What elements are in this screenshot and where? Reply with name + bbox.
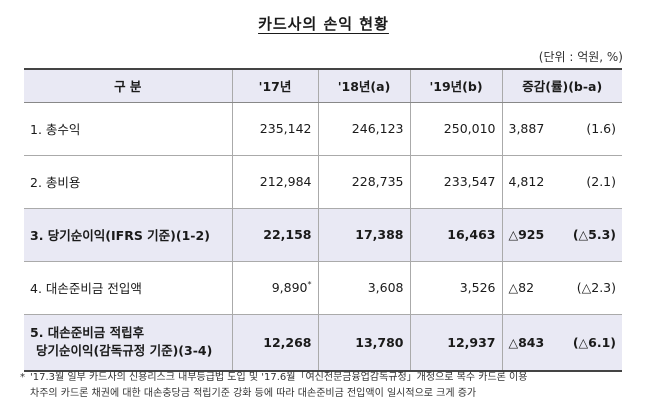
cell-2017: 12,268: [231, 314, 318, 372]
cell-2018: 246,123: [317, 102, 410, 156]
row-label-line2: 당기순이익(감독규정 기준)(3-4): [36, 343, 213, 359]
header-2017: '17년: [231, 68, 318, 103]
footnote: * '17.3월 일부 카드사의 신용리스크 내부등급법 도입 및 '17.6월…: [20, 370, 630, 402]
change-value: 4,812: [508, 174, 545, 189]
cell-2019: 16,463: [409, 208, 502, 262]
change-rate: (1.6): [586, 121, 616, 136]
cell-2018: 3,608: [317, 261, 410, 315]
footnote-marker: *: [307, 279, 312, 289]
table-row-highlight: 3. 당기순이익(IFRS 기준)(1-2) 22,158 17,388 16,…: [24, 208, 622, 262]
cell-2018: 13,780: [317, 314, 410, 372]
header-change: 증감(률)(b-a): [501, 68, 622, 103]
footnote-line1: '17.3월 일부 카드사의 신용리스크 내부등급법 도입 및 '17.6월「여…: [30, 372, 528, 383]
change-value: △82: [508, 280, 535, 295]
change-value: △843: [508, 334, 545, 350]
cell-2019: 12,937: [409, 314, 502, 372]
cell-2017: 9,890*: [231, 261, 318, 315]
unit-label: (단위 : 억원, %): [538, 50, 623, 64]
table-row-highlight: 5. 대손준비금 적립후 당기순이익(감독규정 기준)(3-4) 12,268 …: [24, 314, 622, 372]
cell-2019: 3,526: [409, 261, 502, 315]
header-2018: '18년(a): [317, 68, 410, 103]
change-value: △925: [508, 227, 545, 242]
change-rate: (2.1): [586, 174, 616, 189]
cell-change: 3,887 (1.6): [501, 102, 622, 156]
cell-2018: 17,388: [317, 208, 410, 262]
row-label-line1: 5. 대손준비금 적립후: [30, 325, 145, 341]
row-label: 2. 총비용: [24, 155, 232, 209]
footnote-mark: *: [20, 372, 25, 383]
header-2019: '19년(b): [409, 68, 502, 103]
footnote-line2: 차주의 카드론 채권에 대한 대손충당금 적립기준 강화 등에 따라 대손준비금…: [30, 388, 477, 399]
report-title: 카드사의 손익 현황: [258, 15, 389, 33]
cell-2019: 233,547: [409, 155, 502, 209]
report-title-wrap: 카드사의 손익 현황: [0, 13, 647, 34]
cell-2018: 228,735: [317, 155, 410, 209]
cell-change: △925 (△5.3): [501, 208, 622, 262]
cell-2019: 250,010: [409, 102, 502, 156]
change-value: 3,887: [508, 121, 545, 136]
cell-2017: 22,158: [231, 208, 318, 262]
table-row: 4. 대손준비금 전입액 9,890* 3,608 3,526 △82 (△2.3…: [24, 261, 622, 315]
table-row: 1. 총수익 235,142 246,123 250,010 3,887 (1.6…: [24, 102, 622, 156]
row-label: 4. 대손준비금 전입액: [24, 261, 232, 315]
cell-2017: 235,142: [231, 102, 318, 156]
change-rate: (△5.3): [572, 227, 616, 242]
cell-change: 4,812 (2.1): [501, 155, 622, 209]
row-label: 1. 총수익: [24, 102, 232, 156]
row-label: 5. 대손준비금 적립후 당기순이익(감독규정 기준)(3-4): [24, 314, 232, 372]
change-rate: (△2.3): [576, 280, 616, 295]
table-header-row: 구 분 '17년 '18년(a) '19년(b) 증감(률)(b-a): [24, 68, 622, 103]
cell-2017-value: 9,890: [271, 280, 308, 296]
cell-change: △82 (△2.3): [501, 261, 622, 315]
cell-change: △843 (△6.1): [501, 314, 622, 372]
table-row: 2. 총비용 212,984 228,735 233,547 4,812 (2.1…: [24, 155, 622, 209]
change-rate: (△6.1): [572, 334, 616, 350]
row-label: 3. 당기순이익(IFRS 기준)(1-2): [24, 208, 232, 262]
header-category: 구 분: [24, 68, 232, 103]
profit-table: 구 분 '17년 '18년(a) '19년(b) 증감(률)(b-a) 1. 총…: [24, 68, 622, 372]
cell-2017: 212,984: [231, 155, 318, 209]
